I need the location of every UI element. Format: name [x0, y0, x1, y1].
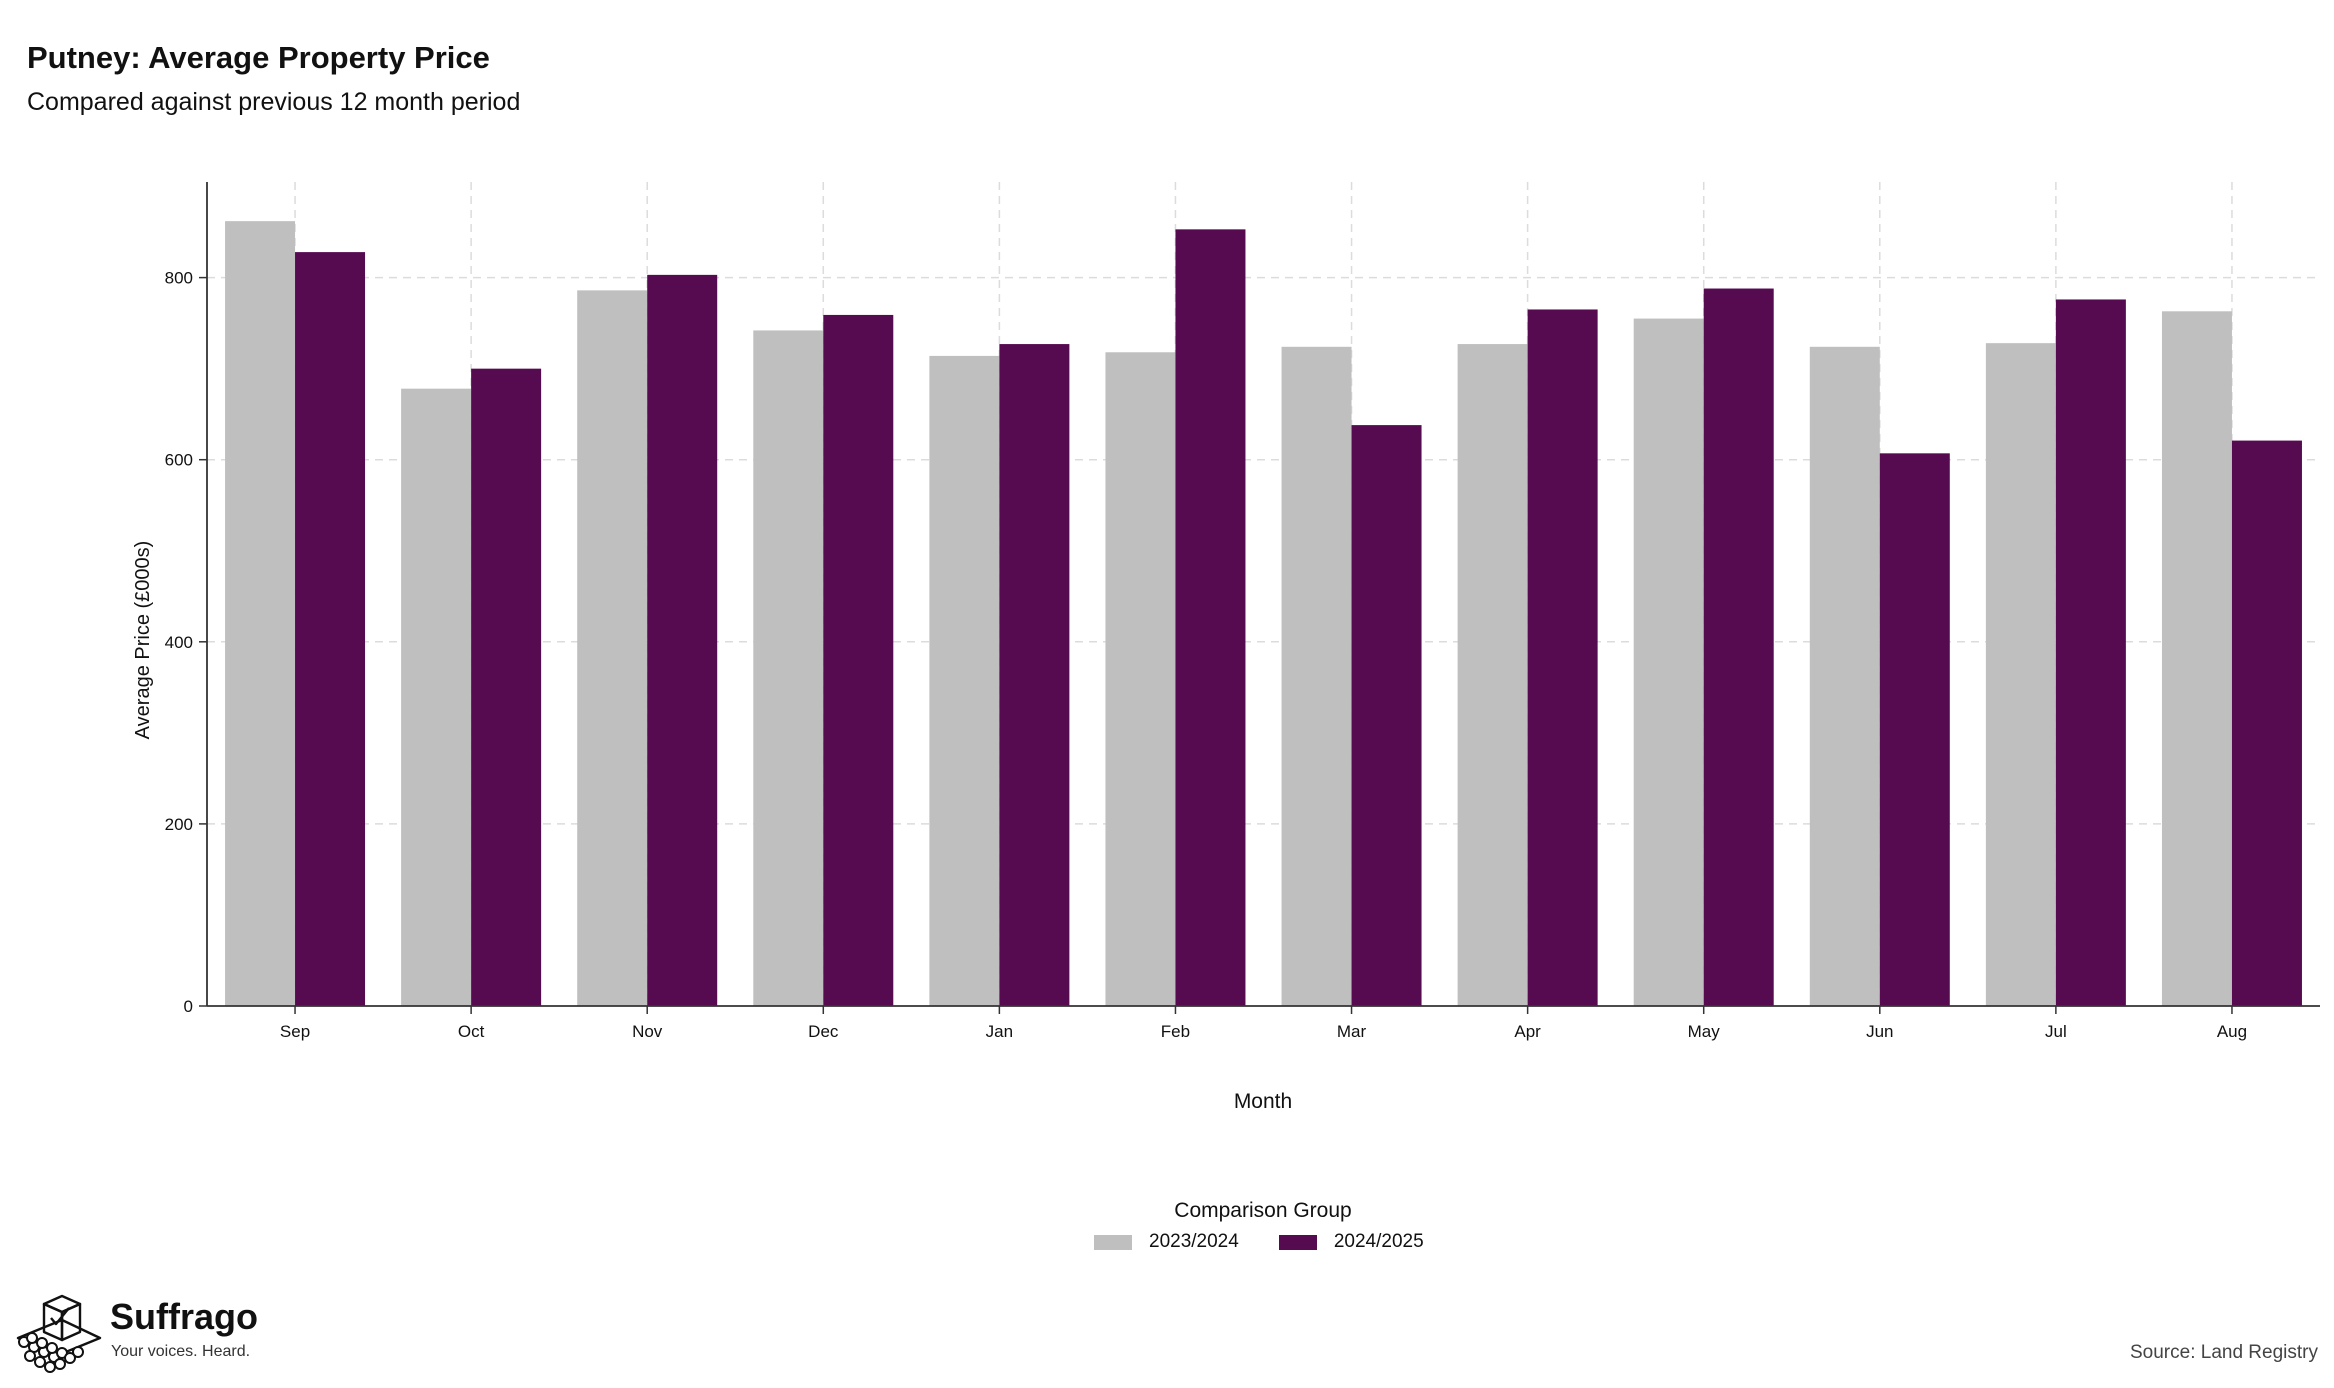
y-tick-label-600: 600	[165, 451, 193, 470]
chart-title: Putney: Average Property Price	[27, 40, 490, 75]
x-tick-label-apr: Apr	[1514, 1022, 1541, 1041]
bar-apr-2023-2024	[1457, 344, 1528, 1007]
x-tick-label-jul: Jul	[2045, 1022, 2067, 1041]
bar-jan-2023-2024	[929, 355, 1000, 1006]
bar-nov-2023-2024	[577, 290, 648, 1006]
bar-jul-2024-2025	[2055, 299, 2126, 1007]
bar-sep-2023-2024	[225, 221, 296, 1007]
bar-mar-2024-2025	[1351, 425, 1422, 1006]
bar-aug-2024-2025	[2231, 440, 2302, 1007]
source-note: Source: Land Registry	[2130, 1342, 2318, 1363]
bar-chart: 0 200 400 600 800 Sep Oct Nov Dec Jan Feb Mar Apr May…	[132, 182, 2320, 1113]
bar-may-2023-2024	[1633, 318, 1704, 1006]
bar-aug-2023-2024	[2161, 311, 2232, 1006]
bar-mar-2023-2024	[1281, 346, 1352, 1006]
brand-name: Suffrago	[110, 1296, 258, 1337]
x-tick-label-aug: Aug	[2217, 1022, 2247, 1041]
x-tick-label-dec: Dec	[808, 1022, 839, 1041]
x-tick-label-jan: Jan	[986, 1022, 1013, 1041]
x-axis-label: Month	[1234, 1090, 1292, 1113]
legend-label-2023-2024: 2023/2024	[1149, 1231, 1239, 1252]
x-tick-label-jun: Jun	[1866, 1022, 1893, 1041]
legend-item-2023-2024: 2023/2024	[1094, 1231, 1239, 1253]
bar-jan-2024-2025	[999, 344, 1070, 1007]
bar-feb-2023-2024	[1105, 352, 1176, 1007]
x-tick-label-mar: Mar	[1337, 1022, 1367, 1041]
bar-jun-2023-2024	[1809, 346, 1880, 1006]
legend-swatch-2024-2025	[1278, 1234, 1317, 1250]
legend-item-2024-2025: 2024/2025	[1278, 1231, 1424, 1253]
y-tick-label-800: 800	[165, 269, 193, 288]
y-tick-label-400: 400	[165, 633, 193, 652]
legend: 2023/2024 2024/2025	[1094, 1231, 1464, 1253]
axes: 0 200 400 600 800 Sep Oct Nov Dec Jan Feb Mar Apr May…	[165, 182, 2320, 1041]
x-tick-label-sep: Sep	[280, 1022, 310, 1041]
bar-oct-2024-2025	[471, 368, 542, 1006]
chart-subtitle: Compared against previous 12 month perio…	[27, 88, 521, 116]
bar-may-2024-2025	[1703, 288, 1774, 1006]
bar-dec-2023-2024	[753, 330, 824, 1007]
y-axis-label: Average Price (£000s)	[132, 541, 154, 740]
bar-jun-2024-2025	[1879, 453, 1950, 1006]
x-tick-label-may: May	[1688, 1022, 1721, 1041]
bar-nov-2024-2025	[647, 274, 718, 1006]
bar-feb-2024-2025	[1175, 229, 1246, 1007]
x-tick-label-feb: Feb	[1161, 1022, 1190, 1041]
bar-sep-2024-2025	[295, 252, 366, 1007]
legend-label-2024-2025: 2024/2025	[1333, 1231, 1424, 1252]
bar-oct-2023-2024	[401, 388, 472, 1006]
bars	[225, 221, 2302, 1007]
x-tick-label-oct: Oct	[458, 1022, 485, 1041]
x-tick-label-nov: Nov	[632, 1022, 663, 1041]
y-tick-label-0: 0	[184, 997, 193, 1016]
legend-swatch-2023-2024	[1094, 1234, 1132, 1250]
brand-tagline: Your voices. Heard.	[111, 1343, 251, 1360]
y-tick-label-200: 200	[165, 815, 193, 834]
bar-dec-2024-2025	[823, 314, 894, 1006]
bar-jul-2023-2024	[1985, 343, 2056, 1006]
ballot-box-icon	[16, 1294, 102, 1373]
bar-apr-2024-2025	[1527, 309, 1598, 1006]
legend-title: Comparison Group	[1174, 1199, 1352, 1222]
